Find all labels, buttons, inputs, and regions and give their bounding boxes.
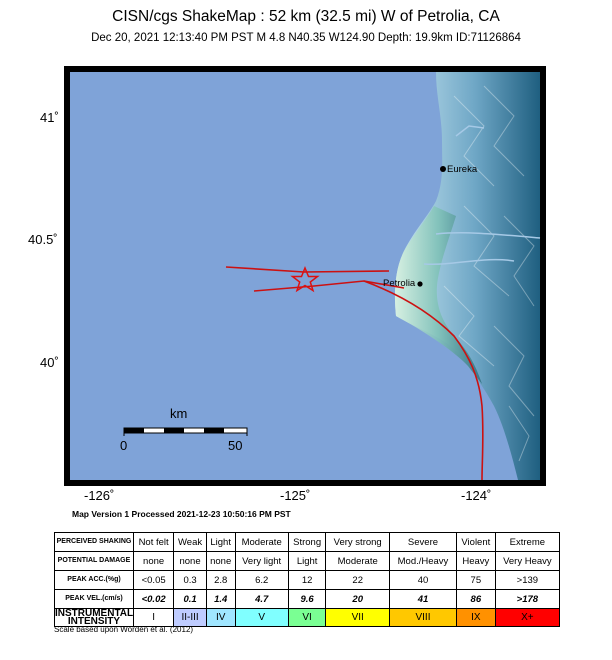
- river-lines: [423, 125, 541, 266]
- legend-cell: 2.8: [205, 570, 236, 590]
- intensity-cell: VII: [325, 608, 390, 627]
- legend-cell: >139: [494, 570, 561, 590]
- legend-cell: Not felt: [132, 532, 175, 552]
- lon-label-126: -126˚: [84, 488, 115, 503]
- legend-cell: 75: [455, 570, 496, 590]
- legend-cell: none: [132, 551, 175, 571]
- legend-row-damage: POTENTIAL DAMAGE none none none Very lig…: [54, 551, 561, 571]
- eureka-marker: [440, 166, 446, 172]
- legend-cell: Very Heavy: [494, 551, 561, 571]
- lat-label-41: 41˚: [40, 110, 59, 125]
- legend-cell: 40: [388, 570, 457, 590]
- coastal-terrain: [394, 206, 482, 384]
- scale-bar: [123, 427, 248, 436]
- legend-header: INSTRUMENTAL INTENSITY: [54, 607, 134, 627]
- legend-cell: Weak: [173, 532, 207, 552]
- intensity-cell: IX: [455, 608, 496, 627]
- legend-cell: Strong: [287, 532, 327, 552]
- legend-cell: 6.2: [234, 570, 289, 590]
- legend-cell: Light: [205, 532, 236, 552]
- footnote: Scale based upon Worden et al. (2012): [54, 625, 194, 634]
- legend-cell: 12: [287, 570, 327, 590]
- scale-unit: km: [170, 406, 188, 421]
- legend-cell: 0.3: [173, 570, 207, 590]
- legend-cell: none: [205, 551, 236, 571]
- legend-cell: none: [173, 551, 207, 571]
- legend-cell: Heavy: [455, 551, 496, 571]
- legend-cell: Moderate: [325, 551, 390, 571]
- scale-max: 50: [228, 438, 243, 453]
- legend-row-intensity: INSTRUMENTAL INTENSITY I II-III IV V VI …: [54, 607, 561, 627]
- legend-cell: 41: [388, 589, 457, 609]
- intensity-cell: I: [132, 608, 175, 627]
- legend-cell: Severe: [388, 532, 457, 552]
- terrain-shading: [443, 85, 535, 462]
- petrolia-marker: [417, 281, 423, 287]
- legend-cell: 86: [455, 589, 496, 609]
- legend-cell: 22: [325, 570, 390, 590]
- legend-header: PERCEIVED SHAKING: [54, 532, 134, 552]
- map-title: CISN/cgs ShakeMap : 52 km (32.5 mi) W of…: [112, 8, 500, 25]
- legend-row-shaking: PERCEIVED SHAKING Not felt Weak Light Mo…: [54, 532, 561, 552]
- legend-header: POTENTIAL DAMAGE: [54, 551, 134, 571]
- legend-cell: Very strong: [325, 532, 390, 552]
- intensity-cell: V: [234, 608, 289, 627]
- lat-label-40: 40˚: [40, 355, 59, 370]
- land: [394, 72, 540, 480]
- legend-cell: 1.4: [205, 589, 236, 609]
- shakemap[interactable]: Eureka Petrolia km 0 50: [64, 66, 546, 486]
- lon-label-125: -125˚: [280, 488, 311, 503]
- legend-cell: 4.7: [234, 589, 289, 609]
- intensity-cell: IV: [205, 608, 236, 627]
- legend-cell: Extreme: [494, 532, 561, 552]
- legend-row-vel: PEAK VEL.(cm/s) <0.02 0.1 1.4 4.7 9.6 20…: [54, 589, 561, 609]
- legend-cell: <0.05: [132, 570, 175, 590]
- lat-label-40-5: 40.5˚: [28, 232, 58, 247]
- map-canvas: [64, 66, 546, 486]
- intensity-cell: VIII: [388, 608, 457, 627]
- lon-label-124: -124˚: [461, 488, 492, 503]
- city-petrolia: Petrolia: [383, 278, 416, 289]
- intensity-legend: PERCEIVED SHAKING Not felt Weak Light Mo…: [54, 532, 561, 627]
- legend-cell: Violent: [455, 532, 496, 552]
- intensity-cell: II-III: [173, 608, 207, 627]
- epicenter-star-icon[interactable]: [290, 266, 320, 293]
- legend-cell: Very light: [234, 551, 289, 571]
- map-version: Map Version 1 Processed 2021-12-23 10:50…: [72, 509, 291, 519]
- legend-cell: Moderate: [234, 532, 289, 552]
- scale-min: 0: [120, 438, 128, 453]
- legend-header: PEAK VEL.(cm/s): [54, 589, 134, 609]
- legend-cell: 9.6: [287, 589, 327, 609]
- legend-cell: 0.1: [173, 589, 207, 609]
- city-eureka: Eureka: [447, 164, 478, 175]
- legend-cell: <0.02: [132, 589, 175, 609]
- legend-cell: >178: [494, 589, 561, 609]
- legend-row-acc: PEAK ACC.(%g) <0.05 0.3 2.8 6.2 12 22 40…: [54, 570, 561, 590]
- intensity-cell: X+: [494, 608, 561, 627]
- intensity-cell: VI: [287, 608, 327, 627]
- legend-header: PEAK ACC.(%g): [54, 570, 134, 590]
- legend-cell: 20: [325, 589, 390, 609]
- legend-cell: Light: [287, 551, 327, 571]
- event-details: Dec 20, 2021 12:13:40 PM PST M 4.8 N40.3…: [91, 32, 521, 44]
- legend-cell: Mod./Heavy: [388, 551, 457, 571]
